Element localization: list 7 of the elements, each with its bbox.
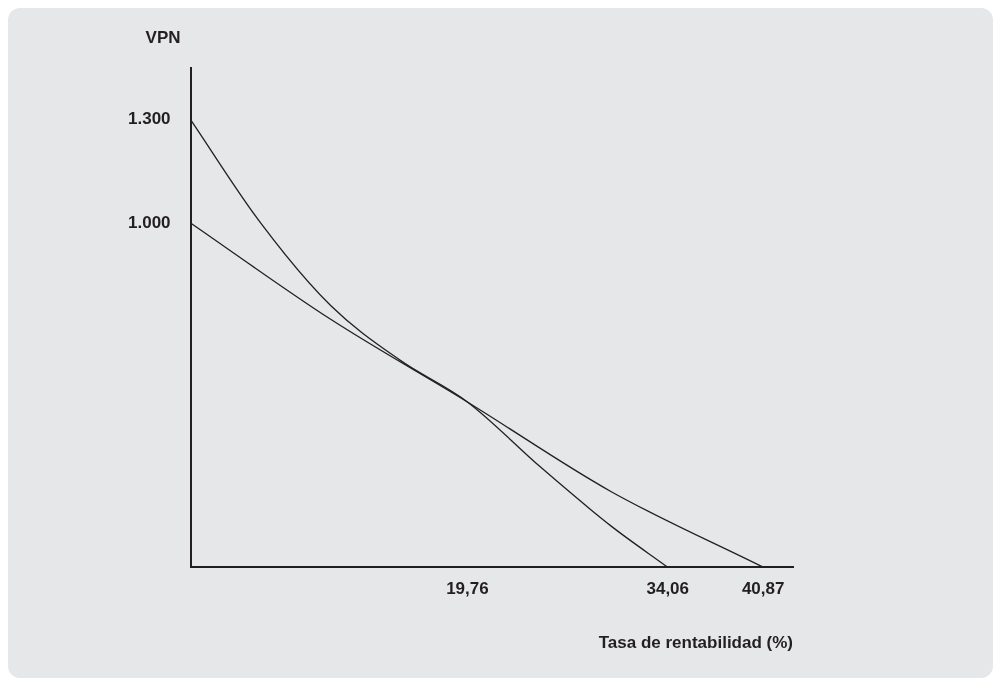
x-tick-label: 40,87 [741,579,785,599]
y-tick-label: 1.000 [127,212,171,232]
y-tick-label: 1.300 [127,109,171,129]
y-axis-title: VPN [145,27,181,47]
x-tick-label: 34,06 [646,579,690,599]
x-tick-label: 19,76 [446,579,489,599]
x-axis-title: Tasa de rentabilidad (%) [598,633,793,653]
